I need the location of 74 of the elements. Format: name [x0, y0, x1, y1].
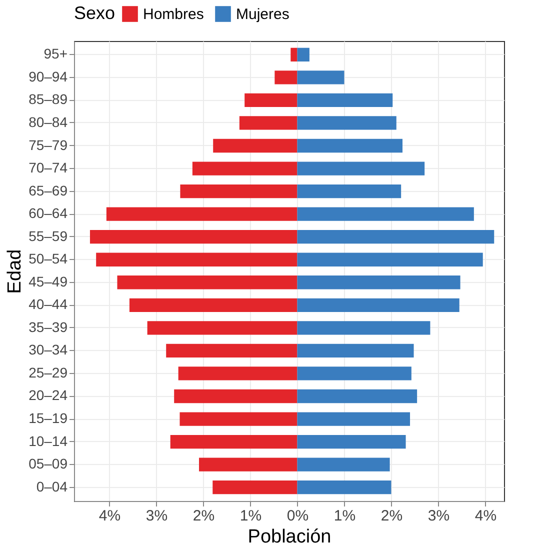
y-tick-label: 90–94	[28, 68, 68, 84]
y-tick-label: 35–39	[28, 318, 68, 335]
bar	[192, 162, 298, 176]
y-tick-label: 20–24	[28, 387, 68, 404]
x-tick-label: 2%	[380, 508, 403, 524]
y-axis-title: Edad	[4, 249, 26, 294]
x-tick-label: 1%	[240, 508, 262, 524]
bar	[297, 48, 310, 62]
bar	[274, 70, 298, 84]
x-tick-label: 3%	[146, 508, 168, 524]
bar	[297, 93, 393, 108]
bar	[213, 138, 298, 153]
legend-label: Hombres	[143, 6, 204, 23]
y-tick-label: 30–34	[28, 342, 68, 358]
bar	[297, 321, 430, 335]
bar	[297, 230, 494, 244]
y-tick-label: 10–14	[28, 432, 68, 449]
bar	[297, 298, 460, 312]
bar	[297, 207, 474, 221]
bar	[297, 480, 392, 494]
x-axis-title: Población	[248, 526, 332, 548]
bar	[178, 366, 298, 380]
bar	[90, 230, 298, 244]
y-tick-label: 85–89	[28, 91, 68, 108]
y-tick-label: 65–69	[28, 182, 68, 198]
bar	[297, 344, 414, 358]
bar	[297, 458, 390, 472]
bar	[297, 116, 396, 130]
y-tick-label: 05–09	[28, 456, 68, 472]
x-tick-label: 4%	[98, 508, 121, 524]
bar	[96, 252, 298, 266]
y-tick-label: 75–79	[28, 136, 68, 153]
bar	[174, 389, 298, 404]
bar	[297, 434, 406, 449]
legend-label: Mujeres	[236, 6, 290, 23]
x-tick-label: 2%	[192, 508, 215, 524]
y-tick-label: 60–64	[28, 205, 68, 222]
bar	[290, 48, 298, 62]
y-tick-label: 70–74	[28, 160, 68, 176]
bar	[297, 70, 344, 84]
legend-title: Sexo	[74, 3, 116, 23]
bar	[106, 207, 298, 221]
bar	[170, 434, 298, 449]
y-tick-label: 50–54	[28, 250, 68, 267]
bar	[117, 276, 298, 290]
bar	[180, 184, 298, 198]
bar	[244, 93, 298, 108]
x-tick-label: 1%	[334, 508, 356, 524]
bar	[129, 298, 298, 312]
y-tick-label: 40–44	[28, 296, 68, 312]
bar	[297, 276, 460, 290]
bar	[180, 412, 298, 426]
bar	[297, 412, 410, 426]
bar	[147, 321, 298, 335]
y-tick-label: 15–19	[28, 410, 68, 426]
bar	[297, 184, 402, 198]
x-tick-label: 3%	[428, 508, 450, 524]
y-tick-label: 95+	[44, 46, 68, 62]
bar	[199, 458, 298, 472]
bar	[212, 480, 298, 494]
bar	[297, 252, 483, 266]
bar	[297, 162, 425, 176]
x-tick-label: 4%	[474, 508, 497, 524]
bar	[297, 389, 418, 404]
x-tick-label: 0%	[286, 508, 309, 524]
bar	[239, 116, 298, 130]
bar	[297, 138, 402, 153]
bar	[166, 344, 298, 358]
y-tick-label: 45–49	[28, 273, 68, 290]
y-tick-label: 0–04	[36, 478, 68, 494]
y-tick-label: 80–84	[28, 114, 68, 130]
bar	[297, 366, 412, 380]
y-tick-label: 55–59	[28, 228, 68, 244]
y-tick-label: 25–29	[28, 364, 68, 380]
